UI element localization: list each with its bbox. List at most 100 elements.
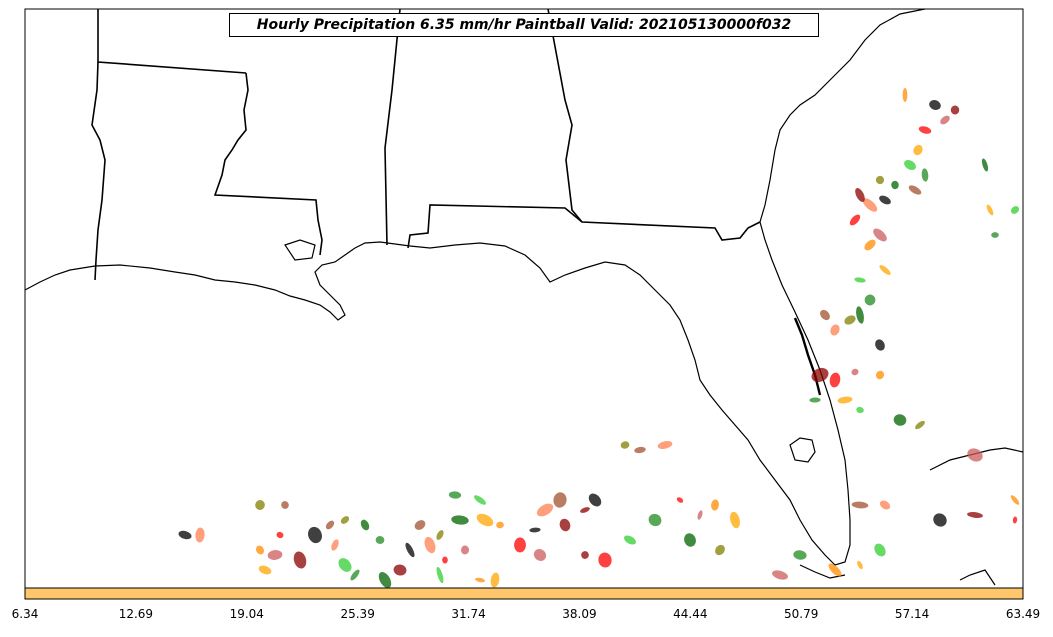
- colorbar-tick-label: 63.49: [1005, 607, 1041, 621]
- precip-paintball: [553, 492, 567, 508]
- precip-paintball: [648, 513, 662, 527]
- precip-paintball: [581, 551, 589, 559]
- precip-paintball: [844, 315, 856, 325]
- precip-paintball: [1010, 495, 1020, 505]
- precip-paintball: [448, 491, 462, 499]
- precip-paintball: [474, 495, 486, 505]
- precip-paintball: [875, 175, 885, 185]
- precip-paintball: [904, 159, 916, 171]
- precip-paintball: [350, 569, 360, 581]
- precip-paintball: [338, 558, 352, 572]
- precip-paintball: [657, 441, 673, 449]
- precip-paintball: [854, 277, 866, 283]
- precip-paintball: [325, 520, 335, 530]
- precip-paintball: [536, 503, 554, 517]
- colorbar-tick-label: 25.39: [340, 607, 375, 621]
- precip-paintball: [634, 446, 646, 454]
- precip-paintball: [857, 560, 863, 570]
- colorbar-tick-label: 57.14: [894, 607, 930, 621]
- precip-paintball: [864, 239, 876, 251]
- precip-paintball: [730, 511, 740, 529]
- precip-paintball: [913, 144, 923, 156]
- precip-paintball: [424, 536, 436, 554]
- lake-pontchartrain: [284, 239, 316, 261]
- precip-paintball: [195, 527, 205, 543]
- precip-paintball: [331, 539, 339, 551]
- precip-paintball: [529, 527, 541, 533]
- precip-paintball: [915, 420, 925, 430]
- alabama-georgia-border: [547, 8, 583, 223]
- precip-paintball: [442, 556, 448, 564]
- gulf-coast-florida: [409, 8, 926, 566]
- colorbar-tick-label: 44.44: [673, 607, 708, 621]
- precip-paintball: [598, 552, 612, 568]
- louisiana-west-border: [91, 61, 106, 281]
- precip-paintball: [856, 406, 864, 414]
- precip-paintball: [476, 513, 494, 527]
- precip-paintball: [293, 551, 307, 569]
- precip-paintball: [864, 294, 876, 306]
- precip-paintball: [255, 499, 265, 511]
- precip-paintball: [533, 549, 547, 561]
- precip-paintball: [851, 501, 869, 509]
- precip-paintball: [929, 100, 941, 110]
- precip-paintball: [879, 500, 891, 510]
- precip-paintball: [879, 265, 891, 275]
- precip-paintball: [981, 158, 989, 172]
- precip-paintball: [276, 531, 284, 539]
- precip-paintball: [281, 501, 289, 509]
- precip-paintball: [991, 232, 999, 238]
- precip-paintball: [684, 533, 696, 547]
- precip-paintball: [178, 530, 192, 540]
- precip-paintball: [793, 550, 807, 560]
- precip-paintball: [711, 499, 719, 511]
- precip-paintball: [496, 521, 504, 529]
- precip-paintball: [862, 198, 878, 212]
- precip-paintball: [676, 497, 684, 503]
- precip-paintball: [697, 510, 703, 520]
- precip-paintball: [405, 542, 415, 558]
- precip-paintball: [772, 570, 788, 580]
- precip-paintball: [875, 339, 885, 351]
- precip-paintball: [258, 565, 272, 575]
- colorbar-tick-label: 6.34: [11, 607, 39, 621]
- precip-paintball: [879, 195, 891, 205]
- precip-paintball: [940, 115, 950, 125]
- precip-paintball: [588, 493, 602, 507]
- mississippi-alabama-border: [384, 8, 401, 246]
- precip-paintball: [267, 550, 283, 560]
- precip-paintball: [378, 571, 392, 589]
- precip-paintball: [340, 516, 350, 524]
- gulf-coast-west: [24, 241, 411, 321]
- precip-paintball: [849, 214, 861, 226]
- precip-paintball: [620, 441, 630, 449]
- precip-paintballs: [178, 88, 1020, 589]
- precip-paintball: [851, 368, 859, 376]
- state-boundaries: [91, 8, 761, 281]
- precip-paintball: [891, 180, 899, 190]
- precip-paintball: [875, 370, 885, 380]
- precip-paintball: [1012, 516, 1018, 524]
- precip-paintball: [1010, 206, 1020, 214]
- precip-paintball: [967, 448, 983, 462]
- colorbar-tick-label: 38.09: [562, 607, 597, 621]
- precip-paintball: [451, 515, 469, 525]
- precip-paintball: [950, 105, 960, 115]
- precip-paintball: [828, 563, 842, 577]
- colorbar-tick-label: 19.04: [229, 607, 264, 621]
- precip-paintball: [514, 537, 526, 553]
- precip-paintball: [893, 414, 907, 426]
- alabama-florida-border: [407, 204, 761, 249]
- precip-paintball: [436, 530, 444, 540]
- precip-paintball: [809, 397, 821, 403]
- precip-paintball: [829, 372, 841, 388]
- precip-paintball: [820, 309, 830, 321]
- precip-paintball: [986, 204, 994, 216]
- precip-paintball: [414, 520, 426, 530]
- precip-paintball: [811, 367, 829, 383]
- lake-okeechobee: [789, 437, 816, 463]
- precip-paintball: [874, 543, 886, 557]
- precip-paintball: [837, 396, 853, 404]
- precip-paintball: [918, 126, 932, 134]
